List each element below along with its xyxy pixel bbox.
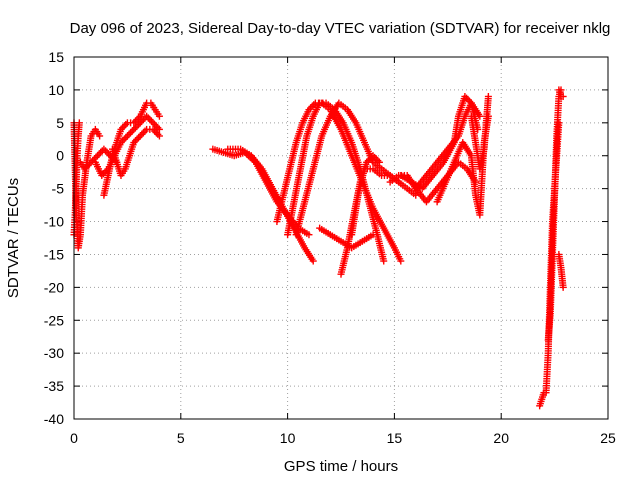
x-tick-label: 15	[387, 430, 403, 446]
data-point	[139, 129, 147, 137]
tick-layer: 0 5 10 15 20 25 -40 -35 -30 -25 -20 -15 -10 -5 0 5 10 15	[44, 49, 616, 446]
data-point	[149, 119, 157, 127]
data-point	[151, 127, 159, 135]
data-point	[120, 135, 128, 143]
data-point	[397, 257, 405, 265]
data-point	[122, 134, 130, 142]
chart-title: Day 096 of 2023, Sidereal Day-to-day VTE…	[70, 20, 611, 37]
data-point	[151, 120, 159, 128]
data-point	[369, 231, 377, 239]
y-tick-label: -20	[44, 279, 64, 295]
x-tick-label: 25	[600, 430, 616, 446]
y-tick-label: -40	[44, 411, 64, 427]
plot-frame	[73, 56, 609, 420]
data-point	[144, 114, 152, 122]
data-point	[131, 124, 139, 132]
x-axis-label: GPS time / hours	[284, 458, 398, 475]
data-point	[147, 117, 155, 125]
data-point	[380, 257, 388, 265]
data-point	[155, 125, 163, 133]
data-point	[141, 127, 149, 135]
data-point	[555, 119, 563, 127]
data-point	[133, 116, 141, 124]
data-point	[309, 257, 317, 265]
data-point	[120, 122, 128, 130]
data-point	[131, 117, 139, 125]
y-tick-label: -35	[44, 378, 64, 394]
y-tick-label: -5	[52, 181, 65, 197]
y-axis-label: SDTVAR / TECUs	[5, 178, 22, 298]
data-point	[103, 148, 111, 156]
data-point	[372, 155, 380, 163]
data-point	[154, 124, 162, 132]
data-point	[155, 132, 163, 140]
data-point	[97, 148, 105, 156]
x-tick-label: 5	[177, 430, 185, 446]
data-point	[559, 283, 567, 291]
data-point	[484, 92, 492, 100]
data-point	[75, 119, 83, 127]
data-point	[93, 152, 101, 160]
data-point	[130, 125, 138, 133]
data-point	[100, 145, 108, 153]
data-point	[305, 231, 313, 239]
data-point	[136, 132, 144, 140]
data-point	[154, 130, 162, 138]
y-tick-label: -30	[44, 345, 64, 361]
data-point	[138, 130, 146, 138]
y-tick-label: -15	[44, 246, 64, 262]
x-tick-label: 20	[493, 430, 509, 446]
data-point	[128, 127, 136, 135]
x-tick-label: 0	[70, 430, 78, 446]
data-point	[127, 129, 135, 137]
data-point	[375, 158, 383, 166]
data-point	[123, 132, 131, 140]
data-point	[149, 125, 157, 133]
data-point	[135, 120, 143, 128]
data-point	[136, 119, 144, 127]
y-tick-label: 5	[56, 115, 64, 131]
data-point	[308, 102, 316, 110]
data-point	[130, 119, 138, 127]
data-point	[133, 135, 141, 143]
y-tick-label: -25	[44, 312, 64, 328]
point-layer	[70, 86, 567, 410]
data-point	[122, 120, 130, 128]
y-tick-label: 10	[48, 82, 64, 98]
data-point	[559, 92, 567, 100]
data-point	[155, 112, 163, 120]
data-point	[133, 122, 141, 130]
data-point	[102, 147, 110, 155]
data-point	[95, 150, 103, 158]
data-point	[146, 116, 154, 124]
data-point	[96, 132, 104, 140]
data-point	[152, 122, 160, 130]
y-tick-label: 15	[48, 49, 64, 65]
x-tick-label: 10	[280, 430, 296, 446]
data-point	[125, 130, 133, 138]
data-point	[135, 134, 143, 142]
data-point	[476, 112, 484, 120]
y-tick-label: -10	[44, 214, 64, 230]
data-point	[138, 117, 146, 125]
y-tick-label: 0	[56, 148, 64, 164]
data-point	[152, 129, 160, 137]
